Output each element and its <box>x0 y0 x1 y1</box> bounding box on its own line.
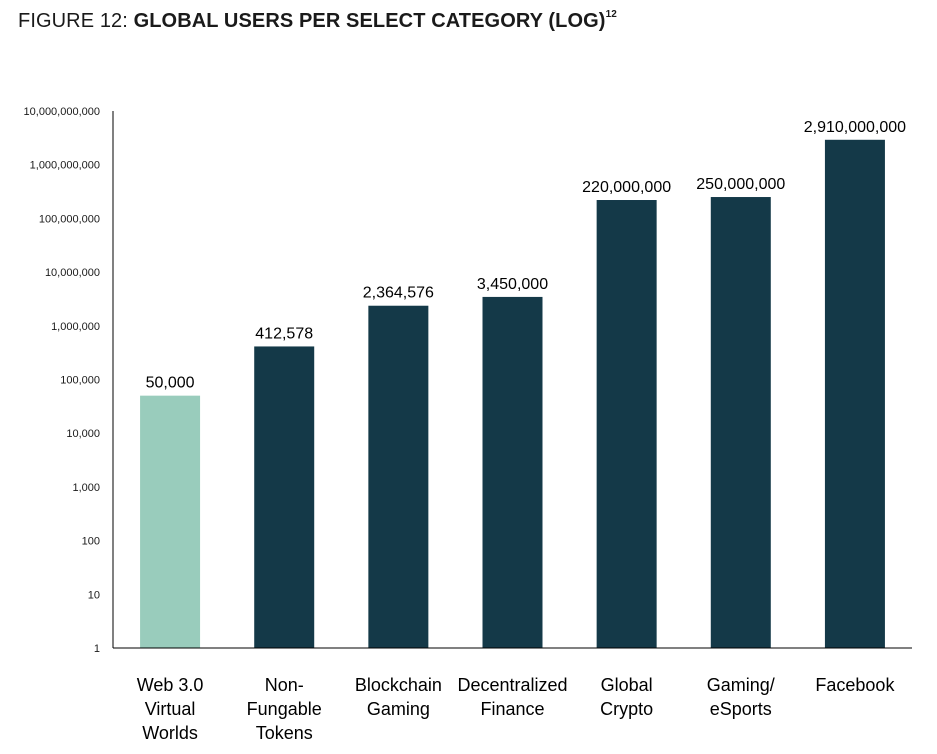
y-tick-label: 1,000,000,000 <box>30 160 100 172</box>
x-category-label-line: Fungable <box>247 699 322 719</box>
x-category-label-line: Global <box>601 675 653 695</box>
x-category-label: Decentralized Finance <box>457 675 567 719</box>
y-tick-label: 100,000 <box>60 375 100 387</box>
x-category-label: Blockchain Gaming <box>355 675 442 719</box>
y-axis-ticks: 1 10 100 1,000 10,000 100,000 1,000,000 10,000,… <box>24 106 100 655</box>
y-tick-label: 100,000,000 <box>39 213 100 225</box>
x-category-label-line: Worlds <box>142 723 198 743</box>
bar <box>710 197 771 648</box>
bar <box>596 200 657 648</box>
y-tick-label: 10,000 <box>66 428 100 440</box>
data-labels: 50,000 412,578 2,364,576 3,450,000 220,000,0… <box>146 119 907 392</box>
x-category-label: Global Crypto <box>600 675 653 719</box>
y-tick-label: 1,000 <box>72 482 100 494</box>
bar <box>482 296 543 648</box>
bar <box>140 395 201 648</box>
y-tick-label: 10,000,000,000 <box>24 106 100 118</box>
y-tick-label: 10,000,000 <box>45 267 100 279</box>
bar-value-label: 2,910,000,000 <box>804 119 906 136</box>
footnote-marker: 12 <box>605 9 617 21</box>
x-category-label: Facebook <box>815 675 895 695</box>
x-category-label-line: Non- <box>265 675 304 695</box>
bars <box>140 139 885 648</box>
x-category-label-line: Gaming/ <box>707 675 775 695</box>
bar-value-label: 250,000,000 <box>696 176 785 193</box>
bar-value-label: 50,000 <box>146 375 195 392</box>
bar-value-label: 3,450,000 <box>477 276 548 293</box>
x-category-label-line: Facebook <box>815 675 895 695</box>
x-category-label-line: Gaming <box>367 699 430 719</box>
x-category-label: Non- Fungable Tokens <box>247 675 322 743</box>
chart-title: FIGURE 12: GLOBAL USERS PER SELECT CATEG… <box>18 9 617 33</box>
y-tick-label: 1 <box>94 643 100 655</box>
x-category-label-line: Decentralized <box>457 675 567 695</box>
y-tick-label: 1,000,000 <box>51 321 100 333</box>
bar-value-label: 220,000,000 <box>582 179 671 196</box>
x-category-label: Web 3.0 Virtual Worlds <box>137 675 204 743</box>
x-category-label-line: Tokens <box>256 723 313 743</box>
bar <box>824 139 885 648</box>
x-category-label-line: Virtual <box>145 699 196 719</box>
x-category-label-line: eSports <box>710 699 772 719</box>
figure-number: FIGURE 12: <box>18 10 134 32</box>
y-tick-label: 10 <box>88 589 100 601</box>
bar-value-label: 2,364,576 <box>363 285 434 302</box>
x-category-label-line: Blockchain <box>355 675 442 695</box>
bar-value-label: 412,578 <box>255 325 313 342</box>
x-category-label: Gaming/eSports <box>707 675 775 719</box>
x-category-label-line: Finance <box>480 699 544 719</box>
figure-title-text: GLOBAL USERS PER SELECT CATEGORY (LOG) <box>133 10 606 32</box>
bar <box>254 346 315 648</box>
y-tick-label: 100 <box>82 536 100 548</box>
x-category-label-line: Web 3.0 <box>137 675 204 695</box>
x-category-label-line: Crypto <box>600 699 653 719</box>
bar <box>368 305 429 648</box>
x-axis-labels: Web 3.0 Virtual Worlds Non- Fungable Tokens Bl… <box>137 675 896 743</box>
